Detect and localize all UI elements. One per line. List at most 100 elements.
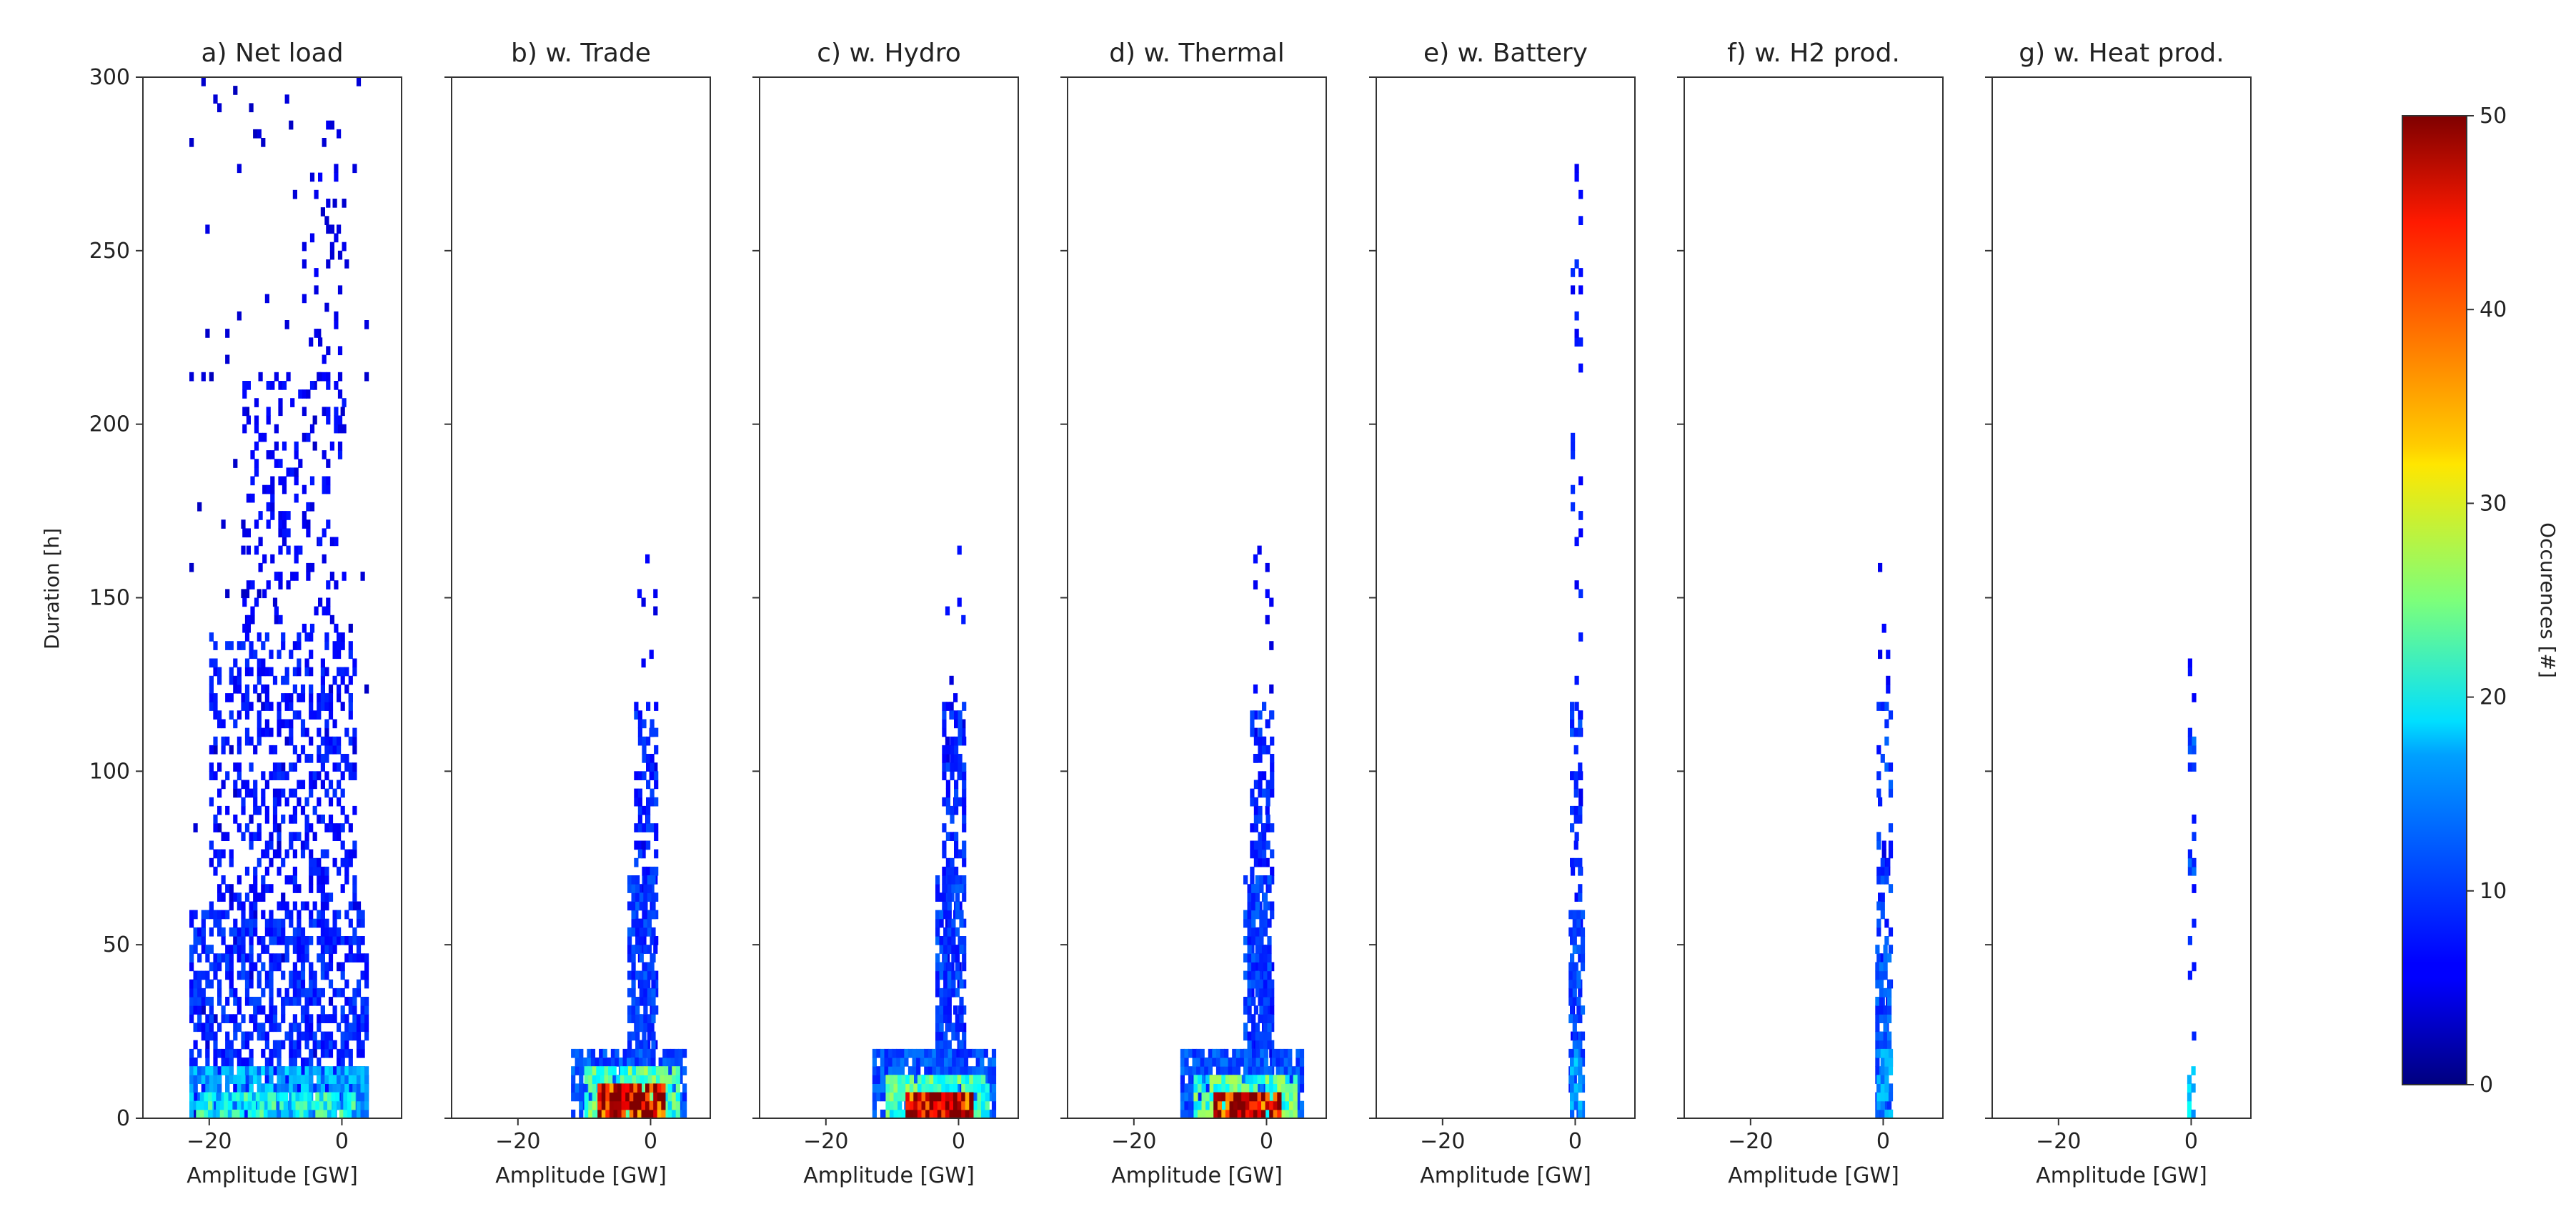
heatmap-cell (201, 997, 206, 1006)
heatmap-cell (672, 1075, 677, 1084)
heatmap-cell (601, 1083, 606, 1093)
heatmap-cell (941, 1109, 946, 1119)
heatmap-cell (888, 1066, 893, 1075)
x-tick-label: −20 (187, 1129, 232, 1154)
heatmap-cell (1255, 1083, 1260, 1093)
heatmap-cell (253, 918, 258, 928)
heatmap-cell (304, 987, 309, 997)
heatmap-cell (189, 997, 194, 1006)
heatmap-cell (1880, 953, 1885, 962)
heatmap-cell (646, 1040, 651, 1050)
heatmap-cell (257, 1066, 262, 1075)
heatmap-cell (337, 1100, 342, 1110)
heatmap-cell (264, 727, 269, 737)
heatmap-cell (1571, 268, 1576, 277)
heatmap-cell (1574, 892, 1579, 902)
heatmap-cell (201, 936, 206, 945)
heatmap-cell (1296, 1109, 1301, 1119)
heatmap-cell (272, 927, 278, 937)
heatmap-cell (1253, 727, 1258, 737)
heatmap-cell (277, 927, 282, 937)
heatmap-cell (1570, 1109, 1575, 1119)
heatmap-cell (322, 554, 327, 564)
heatmap-cell (257, 719, 262, 729)
y-tick-label: 100 (89, 759, 130, 784)
heatmap-cell (225, 805, 230, 815)
heatmap-cell (634, 710, 639, 720)
heatmap-cell (943, 970, 948, 980)
heatmap-cells (2187, 658, 2197, 1119)
heatmap-cell (324, 918, 329, 928)
heatmap-cell (317, 857, 322, 867)
heatmap-cell (197, 970, 202, 980)
heatmap-cell (962, 823, 967, 832)
heatmap-cell (959, 945, 964, 954)
heatmap-cell (189, 1058, 194, 1067)
heatmap-cell (312, 997, 317, 1006)
heatmap-cell (969, 1109, 974, 1119)
heatmap-cell (1578, 1083, 1583, 1093)
heatmap-cell (1578, 268, 1583, 277)
heatmap-cell (605, 1109, 610, 1119)
heatmap-cell (1880, 1075, 1885, 1084)
heatmap-cell (1263, 953, 1268, 962)
heatmap-cell (205, 1083, 210, 1093)
heatmap-cell (303, 1109, 308, 1119)
heatmap-cell (954, 780, 959, 790)
heatmap-cell (328, 1066, 334, 1075)
heatmap-cell (678, 1058, 683, 1067)
heatmap-cell (1263, 901, 1268, 911)
heatmap-cell (196, 1109, 201, 1119)
heatmap-cell (244, 702, 250, 711)
heatmap-cell (1883, 970, 1888, 980)
heatmap-cell (988, 1092, 993, 1102)
heatmap-cell (571, 1109, 576, 1119)
heatmap-cell (278, 407, 283, 417)
heatmap-cell (1299, 1066, 1305, 1075)
heatmap-cell (340, 667, 345, 677)
heatmap-cell (1876, 702, 1881, 711)
heatmap-cell (193, 936, 198, 945)
heatmap-cell (675, 1109, 680, 1119)
heatmap-cell (269, 1048, 274, 1058)
heatmap-cell (272, 823, 278, 832)
heatmap-cell (1263, 1031, 1268, 1041)
heatmap-cell (197, 1066, 202, 1075)
heatmap-cell (1184, 1058, 1189, 1067)
heatmap-cell (1247, 945, 1252, 954)
heatmap-cell (1578, 771, 1583, 780)
heatmap-cell (328, 927, 334, 937)
heatmap-cell (264, 1075, 269, 1084)
heatmap-cell (876, 1075, 881, 1084)
heatmap-cell (241, 1058, 246, 1067)
heatmap-cell (627, 1066, 633, 1075)
heatmap-cell (1258, 710, 1263, 720)
heatmap-cell (1229, 1109, 1234, 1119)
colorbar-tick-label: 30 (2480, 491, 2507, 516)
heatmap-cell (1197, 1109, 1203, 1119)
heatmap-cell (292, 815, 297, 824)
heatmap-cell (229, 884, 234, 893)
heatmap-cell (320, 892, 325, 902)
heatmap-cell (1573, 1083, 1578, 1093)
heatmap-cell (1576, 927, 1581, 937)
heatmap-cell (942, 840, 947, 850)
heatmap-cell (1879, 997, 1884, 1006)
heatmap-cell (602, 1058, 607, 1067)
heatmap-cell (1576, 945, 1581, 954)
heatmap-cell (1241, 1092, 1246, 1102)
heatmap-cell (1578, 710, 1583, 720)
heatmap-cell (1258, 771, 1263, 780)
heatmap-cell (945, 754, 950, 763)
heatmap-cell (639, 892, 644, 902)
heatmap-cell (229, 745, 234, 755)
heatmap-cell (237, 1100, 242, 1110)
heatmap-cell (328, 1048, 334, 1058)
heatmap-cell (630, 1058, 635, 1067)
heatmap-cell (1270, 901, 1275, 911)
heatmap-cell (627, 875, 632, 885)
heatmap-cell (1261, 1109, 1266, 1119)
heatmap-cell (292, 945, 297, 954)
heatmap-cell (344, 936, 349, 945)
heatmap-cell (963, 1066, 969, 1075)
